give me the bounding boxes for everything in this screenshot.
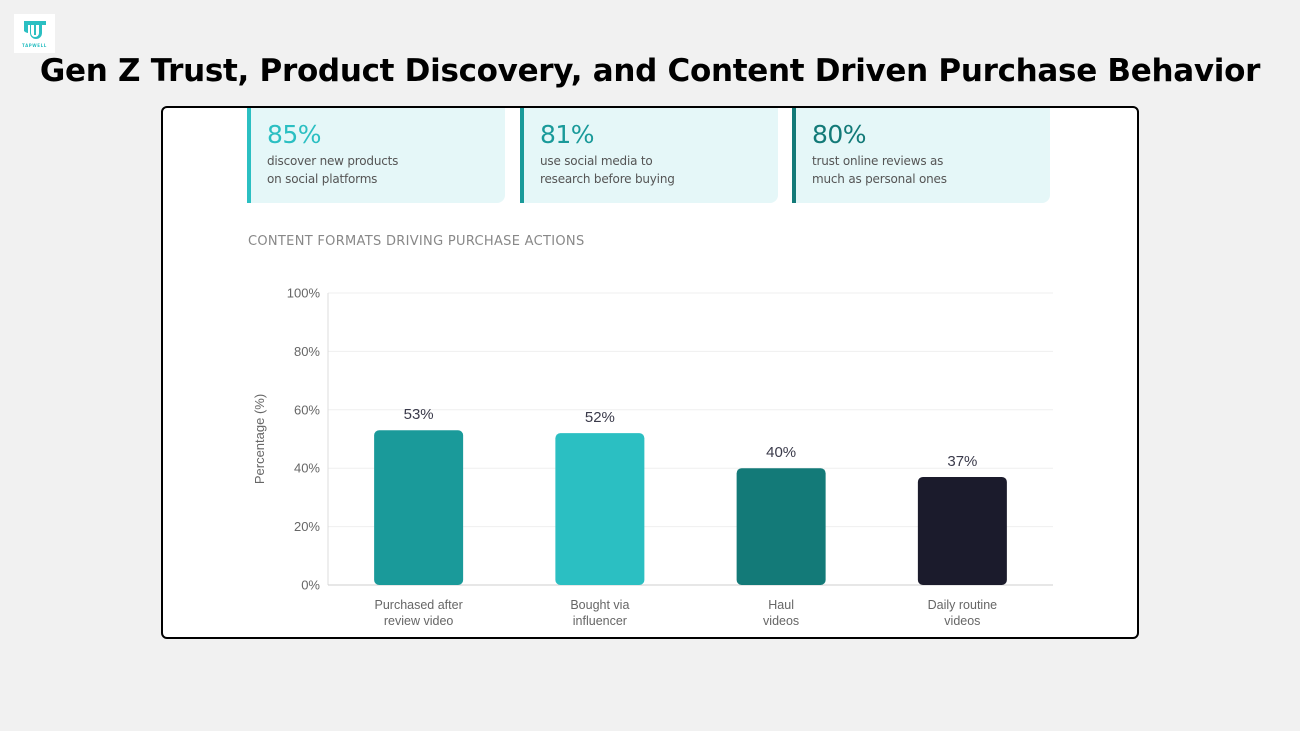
stat-description-line: research before buying (540, 172, 675, 186)
stat-card: 80% trust online reviews as much as pers… (792, 108, 1050, 203)
logo-wordmark: TAPWELL (22, 43, 47, 48)
y-tick-label: 60% (294, 402, 320, 417)
bar-chart: 0% 20% 40% 60% 80% 100% Percentage (%) 53% Purch… (252, 286, 1053, 628)
bar (374, 430, 464, 585)
stat-description-line: discover new products (267, 154, 399, 168)
bar-data-label: 37% (947, 453, 977, 470)
stat-description: trust online reviews as much as personal… (812, 152, 962, 188)
stat-description-line: trust online reviews as (812, 154, 944, 168)
stat-description: use social media to research before buyi… (540, 152, 690, 188)
bar-data-label: 52% (585, 409, 615, 426)
x-category-label: Bought via (570, 598, 629, 612)
y-axis-title: Percentage (%) (252, 394, 267, 484)
stat-card: 81% use social media to research before … (520, 108, 778, 203)
stat-value: 80% (812, 120, 867, 149)
infographic-panel: 85% discover new products on social plat… (161, 106, 1139, 639)
stat-description: discover new products on social platform… (267, 152, 417, 188)
tapwell-logo: TAPWELL (14, 14, 55, 53)
card-accent-bar (247, 108, 251, 203)
bar (555, 433, 645, 585)
x-category-label: influencer (573, 614, 627, 628)
bar (917, 476, 1007, 585)
x-category-label: videos (763, 614, 799, 628)
stat-description-line: much as personal ones (812, 172, 947, 186)
stat-description-line: use social media to (540, 154, 653, 168)
y-tick-label: 100% (287, 286, 321, 301)
y-tick-label: 0% (301, 578, 320, 593)
y-tick-label: 80% (294, 344, 320, 359)
bar-data-label: 53% (404, 406, 434, 423)
stat-card: 85% discover new products on social plat… (247, 108, 505, 203)
bar-data-label: 40% (766, 444, 796, 461)
page-title: Gen Z Trust, Product Discovery, and Cont… (39, 53, 1261, 89)
stat-description-line: on social platforms (267, 172, 378, 186)
x-category-label: Daily routine (928, 598, 998, 612)
stat-value: 81% (540, 120, 595, 149)
card-accent-bar (520, 108, 524, 203)
card-accent-bar (792, 108, 796, 203)
tapwell-logo-icon (23, 21, 46, 39)
x-category-label: Purchased after (375, 598, 463, 612)
stat-value: 85% (267, 120, 322, 149)
x-category-label: videos (944, 614, 980, 628)
bar (736, 468, 826, 585)
x-category-label: Haul (768, 598, 794, 612)
chart-title: CONTENT FORMATS DRIVING PURCHASE ACTIONS (248, 234, 585, 249)
y-tick-label: 40% (294, 461, 320, 476)
x-category-label: review video (384, 614, 454, 628)
y-tick-label: 20% (294, 519, 320, 534)
